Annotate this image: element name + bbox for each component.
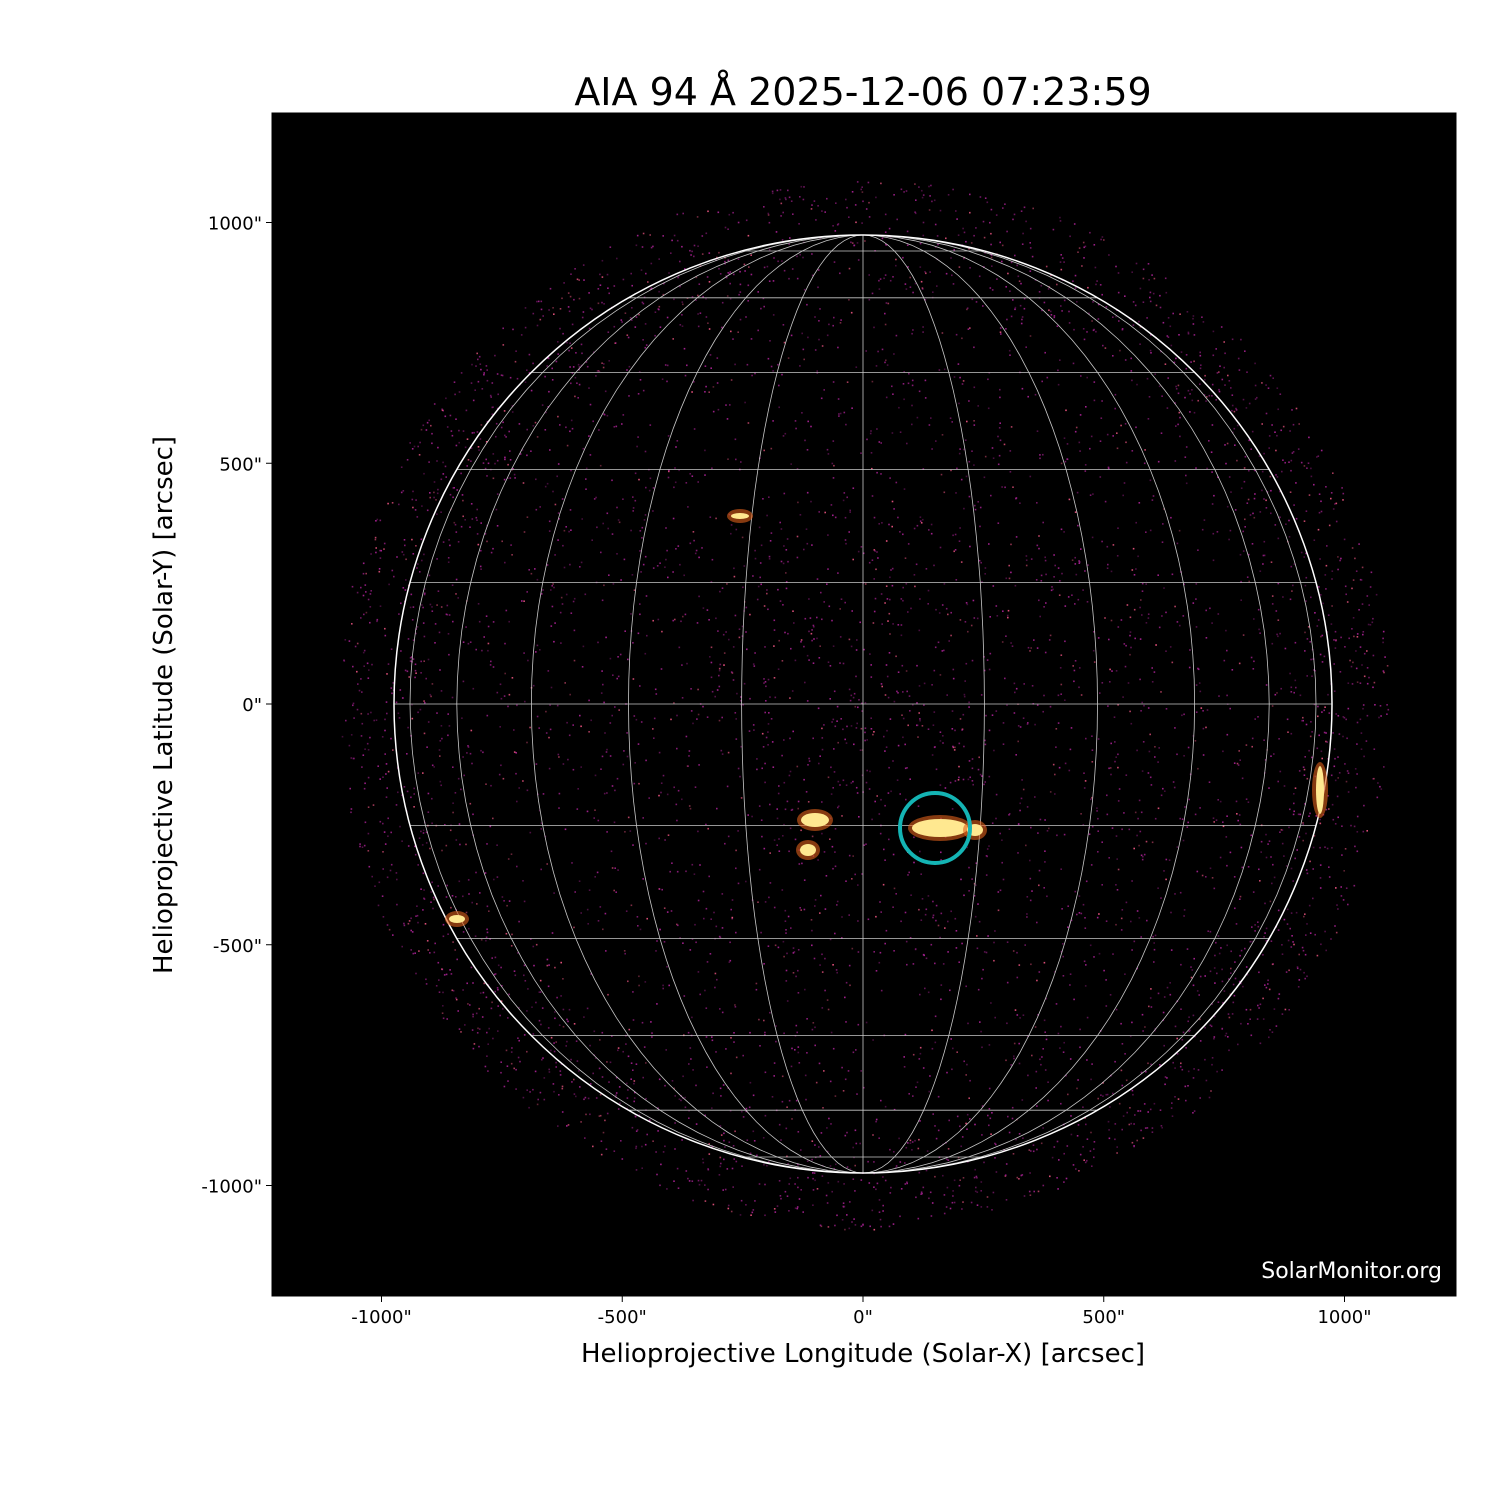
x-tick-label: 1000" (1317, 1307, 1371, 1328)
longitude-line (862, 234, 1098, 1174)
solar-limb (393, 234, 1333, 1174)
active-region (800, 844, 816, 856)
highlight-circle (898, 791, 972, 865)
x-axis-label: Helioprojective Longitude (Solar-X) [arc… (581, 1339, 1145, 1369)
longitude-line (456, 234, 864, 1174)
y-tick-label: 1000" (208, 214, 262, 235)
x-tick-label: 500" (1082, 1307, 1125, 1328)
active-region (449, 915, 465, 923)
y-tick-label: 0" (242, 695, 262, 716)
longitude-line (741, 234, 864, 1174)
heliographic-grid (394, 234, 1332, 1174)
active-region (912, 819, 968, 837)
x-tick-label: -1000" (351, 1307, 412, 1328)
active-region (801, 813, 829, 827)
longitude-line (862, 234, 1270, 1174)
longitude-line (862, 234, 985, 1174)
y-tick-label: -1000" (201, 1177, 262, 1198)
y-tick-label: 500" (219, 454, 262, 475)
longitude-line (862, 234, 1317, 1174)
plot-area (272, 113, 1456, 1296)
y-axis-label: Helioprojective Latitude (Solar-Y) [arcs… (149, 436, 179, 974)
longitude-line (862, 234, 1196, 1174)
active-region (1316, 766, 1324, 814)
y-tick-label: -500" (213, 936, 262, 957)
longitude-line (409, 234, 864, 1174)
active-region (731, 513, 749, 519)
watermark: SolarMonitor.org (1261, 1259, 1442, 1284)
x-tick-label: 0" (853, 1307, 873, 1328)
plot-title: AIA 94 Å 2025-12-06 07:23:59 (574, 70, 1151, 114)
x-tick-label: -500" (598, 1307, 647, 1328)
longitude-line (530, 234, 864, 1174)
longitude-line (628, 234, 864, 1174)
